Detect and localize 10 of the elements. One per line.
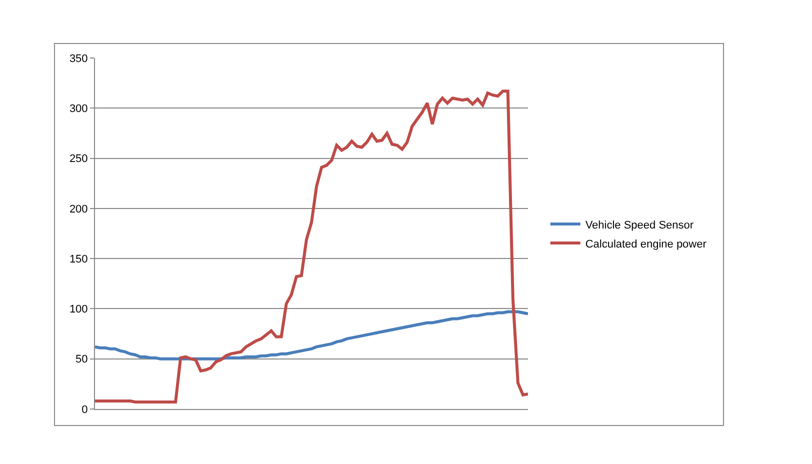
y-tick-label: 200 [69,203,88,216]
legend-label: Vehicle Speed Sensor [585,219,694,232]
legend-label: Calculated engine power [585,238,707,250]
y-tick-label: 100 [69,304,88,316]
y-tick-label: 300 [69,102,88,115]
y-tick-label: 0 [82,404,88,416]
y-tick-label: 150 [69,253,88,266]
y-tick-label: 350 [69,52,88,65]
y-tick-label: 250 [69,153,88,166]
y-tick-label: 50 [76,354,88,366]
